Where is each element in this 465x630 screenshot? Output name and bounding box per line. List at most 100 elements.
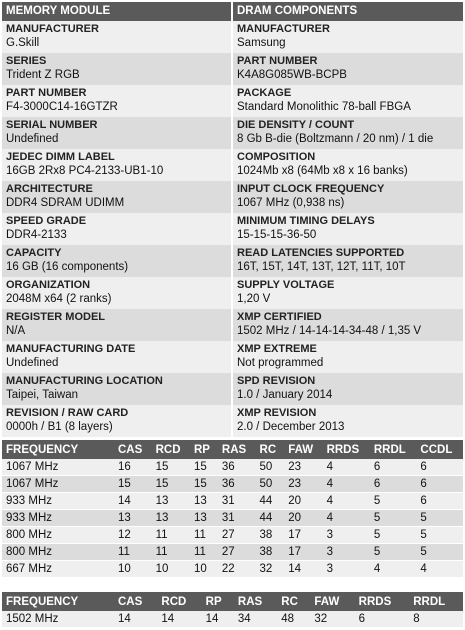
jedec-table-cell: 6 (369, 459, 417, 476)
jedec-table-cell: 11 (189, 526, 218, 544)
dram-field: PART NUMBER K4A8G085WB-BCPB (233, 53, 463, 85)
jedec-table-cell: 4 (322, 509, 370, 527)
dram-field: XMP REVISION 2.0 / December 2013 (233, 405, 463, 437)
jedec-table-cell: 27 (217, 526, 256, 544)
jedec-table-cell: 32 (255, 560, 285, 577)
module-field-value: 0000h / B1 (8 layers) (6, 421, 113, 433)
module-field-value: 2048M x64 (2 ranks) (6, 293, 112, 305)
jedec-table-cell: 10 (189, 560, 218, 577)
module-field: MANUFACTURING DATE Undefined (2, 341, 231, 373)
jedec-column-header: RCD (151, 440, 190, 459)
jedec-table-cell: 13 (189, 492, 218, 510)
module-field-value: 16 GB (16 components) (6, 261, 129, 273)
dram-field-label: SUPPLY VOLTAGE (237, 279, 335, 291)
dram-field-value: Samsung (237, 37, 286, 49)
dram-field-value: Standard Monolithic 78-ball FBGA (237, 101, 411, 113)
dram-field-label: XMP EXTREME (237, 343, 317, 355)
jedec-table-cell: 15 (151, 459, 190, 476)
jedec-table-row: 1067 MHz 16 15 15 36 50 23 4 6 6 (2, 459, 463, 476)
xmp-table-cell: 14 (114, 611, 158, 627)
jedec-table-cell: 3 (322, 560, 370, 577)
module-field-label: ARCHITECTURE (6, 183, 93, 195)
memory-module-header: MEMORY MODULE (2, 2, 231, 21)
dram-field-label: XMP CERTIFIED (237, 311, 322, 323)
spec-rows: MANUFACTURER G.Skill MANUFACTURER Samsung SE… (2, 21, 463, 437)
module-field: SERIAL NUMBER Undefined (2, 117, 231, 149)
xmp-table-cell: 1502 MHz (2, 611, 114, 627)
dram-field: DIE DENSITY / COUNT 8 Gb B-die (Boltzmann… (233, 117, 463, 149)
xmp-table-cell: 6 (354, 611, 410, 627)
jedec-table-row: 667 MHz 10 10 10 22 32 14 3 4 4 (2, 560, 463, 577)
jedec-table-cell: 50 (255, 475, 285, 493)
module-field-value: DDR4 SDRAM UDIMM (6, 197, 125, 209)
dram-field: SPD REVISION 1.0 / January 2014 (233, 373, 463, 405)
jedec-table-cell: 31 (217, 492, 256, 510)
spec-row: MANUFACTURING DATE Undefined XMP EXTREME No… (2, 341, 463, 373)
jedec-table-cell: 36 (217, 459, 256, 476)
xmp-table-cell: 34 (233, 611, 278, 627)
jedec-table-cell: 4 (322, 492, 370, 510)
jedec-table-cell: 1067 MHz (2, 475, 114, 493)
xmp-table-cell: 14 (201, 611, 234, 627)
dram-field-value: 1024Mb x8 (64Mb x8 x 16 banks) (237, 165, 408, 177)
jedec-table-cell: 31 (217, 509, 256, 527)
spec-row: SPEED GRADE DDR4-2133 MINIMUM TIMING DELAY… (2, 213, 463, 245)
dram-field-label: INPUT CLOCK FREQUENCY (237, 183, 385, 195)
module-field: REVISION / RAW CARD 0000h / B1 (8 layers) (2, 405, 231, 437)
jedec-table-cell: 3 (322, 543, 370, 561)
module-field: ARCHITECTURE DDR4 SDRAM UDIMM (2, 181, 231, 213)
xmp-table-cell: 8 (409, 611, 463, 627)
jedec-table-cell: 800 MHz (2, 526, 114, 544)
spec-row: ORGANIZATION 2048M x64 (2 ranks) SUPPLY VO… (2, 277, 463, 309)
jedec-table-cell: 11 (189, 543, 218, 561)
jedec-table-cell: 15 (151, 475, 190, 493)
dram-field: MINIMUM TIMING DELAYS 15-15-15-36-50 (233, 213, 463, 245)
jedec-table-cell: 5 (369, 509, 417, 527)
dram-field-label: PACKAGE (237, 87, 292, 99)
xmp-table-cell: 14 (157, 611, 202, 627)
spec-row: REGISTER MODEL N/A XMP CERTIFIED 1502 MHz /… (2, 309, 463, 341)
jedec-table-row: 1067 MHz 15 15 15 36 50 23 4 6 6 (2, 475, 463, 493)
jedec-table-cell: 20 (284, 509, 323, 527)
jedec-table-cell: 13 (151, 509, 190, 527)
dram-field: XMP EXTREME Not programmed (233, 341, 463, 373)
jedec-table-cell: 17 (284, 526, 323, 544)
jedec-table-cell: 27 (217, 543, 256, 561)
jedec-column-header: RRDL (369, 440, 417, 459)
jedec-table-cell: 5 (416, 509, 463, 527)
xmp-table-cell: 48 (277, 611, 311, 627)
module-field-label: MANUFACTURING DATE (6, 343, 136, 355)
xmp-column-header: RC (277, 592, 311, 611)
xmp-column-header: FAW (310, 592, 355, 611)
xmp-column-header: RP (201, 592, 234, 611)
module-field-value: 16GB 2Rx8 PC4-2133-UB1-10 (6, 165, 164, 177)
dram-field-label: XMP REVISION (237, 407, 317, 419)
spec-row: JEDEC DIMM LABEL 16GB 2Rx8 PC4-2133-UB1-1… (2, 149, 463, 181)
jedec-table-cell: 38 (255, 543, 285, 561)
jedec-table-cell: 23 (284, 459, 323, 476)
module-field: REGISTER MODEL N/A (2, 309, 231, 341)
dram-field: MANUFACTURER Samsung (233, 21, 463, 53)
dram-field: SUPPLY VOLTAGE 1,20 V (233, 277, 463, 309)
jedec-table-cell: 933 MHz (2, 492, 114, 510)
jedec-table-cell: 14 (114, 492, 152, 510)
dram-field-value: 1,20 V (237, 293, 271, 305)
module-field: ORGANIZATION 2048M x64 (2 ranks) (2, 277, 231, 309)
spec-row: PART NUMBER F4-3000C14-16GTZR PACKAGE Stand… (2, 85, 463, 117)
jedec-table-cell: 13 (151, 492, 190, 510)
jedec-column-header: CCDL (416, 440, 463, 459)
spec-row: ARCHITECTURE DDR4 SDRAM UDIMM INPUT CLOCK … (2, 181, 463, 213)
jedec-table-cell: 22 (217, 560, 256, 577)
module-field-value: Undefined (6, 357, 59, 369)
dram-field-value: 2.0 / December 2013 (237, 421, 345, 433)
dram-field: INPUT CLOCK FREQUENCY 1067 MHz (0,938 ns) (233, 181, 463, 213)
jedec-table-cell: 15 (189, 459, 218, 476)
jedec-table-cell: 38 (255, 526, 285, 544)
jedec-table-cell: 11 (114, 543, 152, 561)
jedec-table-cell: 12 (114, 526, 152, 544)
xmp-table-cell: 32 (310, 611, 355, 627)
module-field-label: MANUFACTURER (6, 23, 99, 35)
module-field-value: Trident Z RGB (6, 69, 80, 81)
jedec-column-header: FAW (284, 440, 323, 459)
xmp-column-header: RCD (157, 592, 202, 611)
